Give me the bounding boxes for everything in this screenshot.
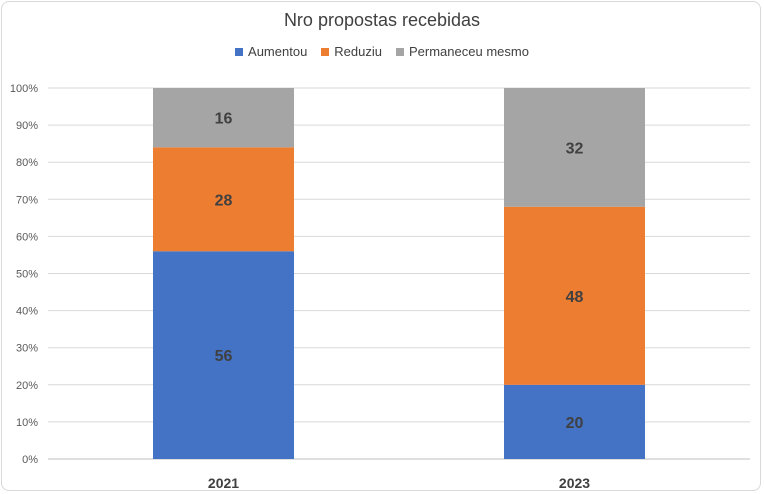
y-tick-label: 100% <box>10 83 38 95</box>
legend-swatch-aumentou <box>235 47 244 56</box>
x-category-label: 2021 <box>208 475 239 491</box>
y-tick-label: 20% <box>16 380 38 392</box>
legend-label-reduziu: Reduziu <box>334 44 382 59</box>
legend-item-aumentou: Aumentou <box>235 44 307 59</box>
bar-segment <box>504 384 645 459</box>
legend-swatch-permaneceu <box>396 47 404 56</box>
data-label: 32 <box>566 140 584 157</box>
chart-legend: Aumentou Reduziu Permaneceu mesmo <box>0 44 764 59</box>
legend-label-permaneceu: Permaneceu mesmo <box>409 44 529 59</box>
bar-segment <box>504 206 645 385</box>
bar-segment <box>153 88 294 148</box>
data-label: 16 <box>215 111 233 128</box>
y-tick-label: 80% <box>16 157 38 169</box>
y-tick-label: 30% <box>16 343 38 355</box>
bar-segment <box>153 251 294 459</box>
y-tick-label: 90% <box>16 120 38 132</box>
legend-item-reduziu: Reduziu <box>321 44 382 59</box>
x-category-label: 2023 <box>559 475 590 491</box>
data-label: 56 <box>215 348 233 365</box>
data-label: 28 <box>215 192 233 209</box>
legend-swatch-reduziu <box>321 47 330 56</box>
y-tick-label: 70% <box>16 194 38 206</box>
legend-label-aumentou: Aumentou <box>248 44 308 59</box>
y-tick-label: 60% <box>16 231 38 243</box>
data-label: 48 <box>566 289 584 306</box>
bar-segment <box>504 88 645 207</box>
y-tick-label: 0% <box>22 454 38 466</box>
legend-item-permaneceu: Permaneceu mesmo <box>396 44 529 59</box>
y-tick-label: 50% <box>16 269 38 281</box>
chart-title: Nro propostas recebidas <box>283 10 481 30</box>
y-tick-label: 10% <box>16 417 38 429</box>
y-tick-label: 40% <box>16 306 38 318</box>
data-label: 20 <box>566 415 584 432</box>
bar-segment <box>153 147 294 252</box>
